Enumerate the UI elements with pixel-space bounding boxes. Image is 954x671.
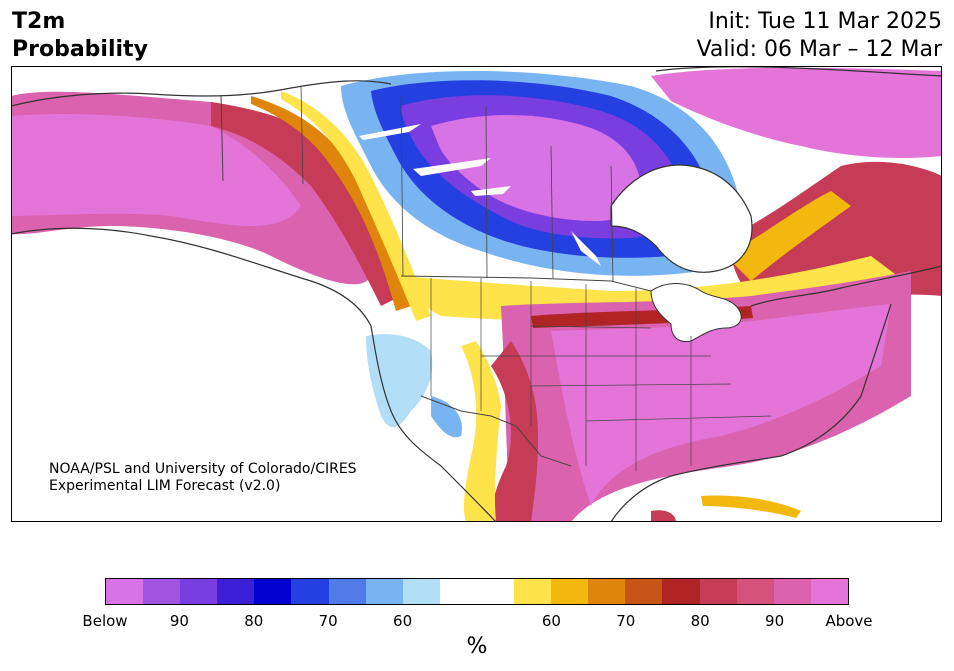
- colorbar-cell: [476, 579, 515, 604]
- lake-2: [413, 158, 491, 176]
- colorbar-cell: [106, 579, 144, 604]
- greenland-outline: [655, 66, 942, 77]
- lake-4: [571, 231, 601, 266]
- forecast-dates: Init: Tue 11 Mar 2025 Valid: 06 Mar – 12…: [697, 8, 942, 64]
- warm-band-bc-yellow: [281, 91, 431, 321]
- alaska-border: [220, 95, 224, 182]
- colorbar-cell: [328, 579, 366, 604]
- colorbar-tick-label: Below: [82, 612, 128, 630]
- cool-patch-sw-us: [431, 396, 462, 438]
- colorbar-tick-label: 90: [765, 612, 785, 630]
- colorbar-tick-label: 70: [616, 612, 636, 630]
- coastline-west: [11, 227, 497, 522]
- colorbar-tick-label: Above: [825, 612, 873, 630]
- us-mexico-border: [420, 395, 572, 467]
- colorbar-cell: [699, 579, 737, 604]
- colorbar-cell: [180, 579, 218, 604]
- lake-1: [359, 124, 421, 140]
- cool-patch-west-us: [366, 334, 433, 428]
- colorbar-tick-label: 60: [393, 612, 413, 630]
- warm-band-bc-orange: [251, 96, 411, 311]
- colorbar-cell: [217, 579, 255, 604]
- hudson-bay: [610, 164, 753, 273]
- colorbar-cell: [402, 579, 440, 604]
- valid-range: Valid: 06 Mar – 12 Mar: [696, 37, 942, 62]
- coastline-arctic: [11, 80, 392, 107]
- colorbar-tick-label: 90: [169, 612, 189, 630]
- colorbar-cell: [773, 579, 811, 604]
- colorbar-tick-label: 60: [541, 612, 561, 630]
- colorbar-cell: [588, 579, 626, 604]
- credit-line-1: NOAA/PSL and University of Colorado/CIRE…: [49, 461, 357, 477]
- colorbar-cell: [143, 579, 181, 604]
- colorbar-cell: [662, 579, 700, 604]
- colorbar-cell: [736, 579, 774, 604]
- colorbar-cell: [551, 579, 589, 604]
- probability-map: [11, 66, 942, 522]
- colorbar-cell: [291, 579, 329, 604]
- warm-patch-yucatan: [651, 510, 676, 522]
- colorbar-cell: [254, 579, 292, 604]
- colorbar-cell: [365, 579, 403, 604]
- credit-line-2: Experimental LIM Forecast (v2.0): [49, 478, 281, 494]
- colorbar-cell: [439, 579, 477, 604]
- warm-region-alaska-inner: [11, 114, 301, 226]
- state-borders: [430, 278, 772, 471]
- warm-region-greenland: [651, 67, 942, 158]
- warm-patch-caribbean: [701, 495, 801, 518]
- colorbar-cell: [625, 579, 663, 604]
- colorbar-unit: %: [466, 634, 488, 659]
- great-lakes: [650, 283, 742, 343]
- lake-3: [471, 186, 511, 196]
- colorbar-tick-label: 80: [244, 612, 264, 630]
- warm-band-mexico: [489, 341, 539, 522]
- colorbar-cell: [810, 579, 848, 604]
- colorbar: [105, 578, 849, 605]
- map-title: T2m Probability: [12, 8, 148, 64]
- province-borders: [300, 85, 614, 282]
- colorbar-tick-label: 70: [318, 612, 338, 630]
- title-line-1: T2m: [12, 9, 66, 34]
- init-date: Init: Tue 11 Mar 2025: [708, 9, 942, 34]
- credit-text: NOAA/PSL and University of Colorado/CIRE…: [49, 461, 357, 495]
- us-canada-border: [400, 275, 652, 292]
- colorbar-tick-label: 80: [690, 612, 710, 630]
- warm-band-mexico-yellow: [461, 341, 501, 522]
- colorbar-cell: [514, 579, 552, 604]
- cold-region-center: [431, 114, 641, 221]
- coastline-east: [610, 265, 942, 522]
- title-line-2: Probability: [12, 37, 148, 62]
- warm-band-east-orange: [726, 191, 851, 281]
